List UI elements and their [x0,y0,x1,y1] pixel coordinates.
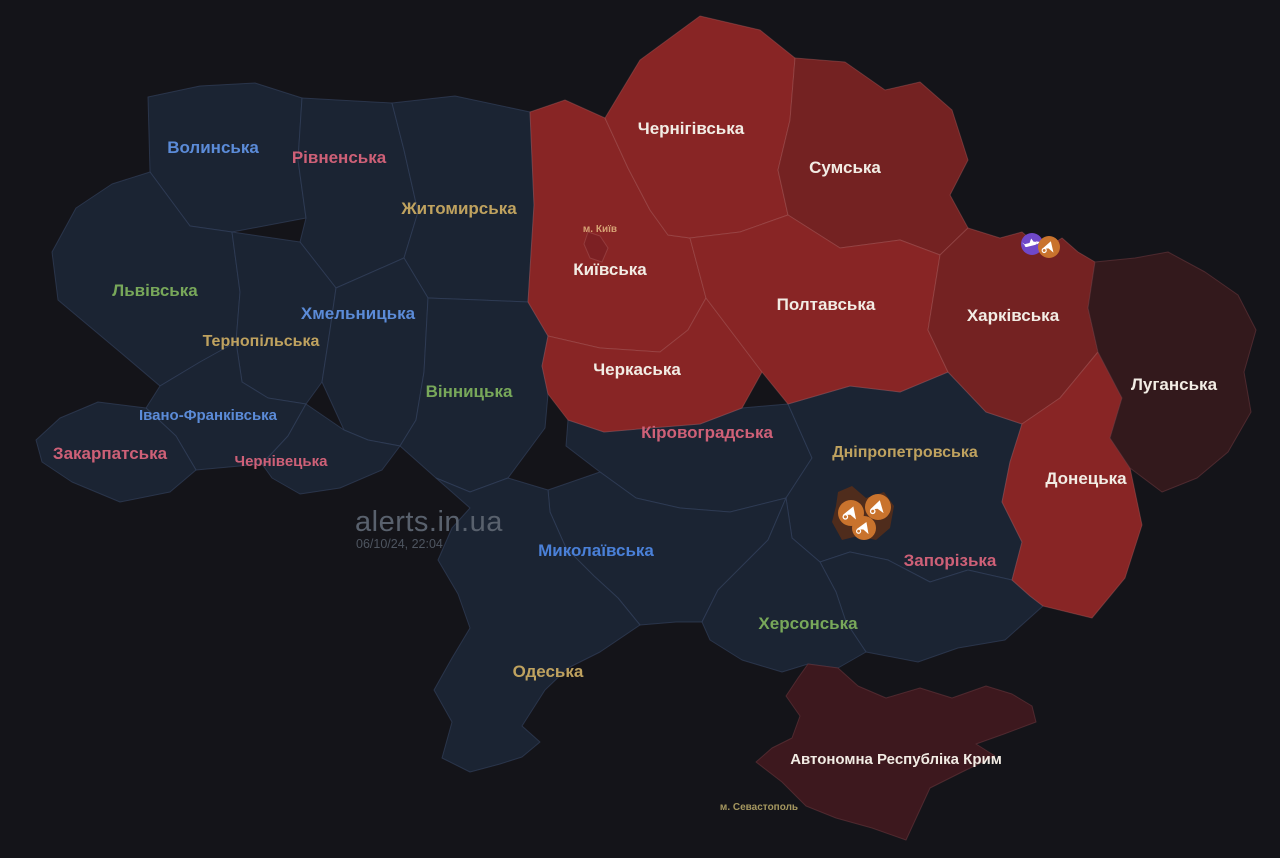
region-label-cherkasy: Черкаська [593,360,681,379]
region-poltava[interactable] [689,214,949,405]
region-kyiv-city[interactable] [583,231,609,263]
region-label-dnipro: Дніпропетровська [832,444,978,461]
region-label-kharkiv: Харківська [967,306,1060,325]
watermark: alerts.in.ua 06/10/24, 22:04 [355,506,503,551]
region-label-luhansk: Луганська [1131,375,1218,394]
drone-icon [856,521,869,535]
region-label-mykolaiv: Миколаївська [538,541,654,560]
region-label-kherson: Херсонська [758,614,858,633]
drone-icon [869,500,884,515]
region-label-khmelnytskyi: Хмельницька [301,304,416,323]
marker-dnipro-drone-2[interactable] [865,494,891,520]
region-zakarpattia[interactable] [35,401,197,503]
city-label-kyiv: м. Київ [583,224,617,235]
region-label-zaporizhzhia: Запорізька [904,551,997,570]
drone-icon [842,506,857,520]
region-label-sumy: Сумська [809,158,881,177]
region-label-poltava: Полтавська [777,295,876,314]
region-labels: Волинська Рівненська Житомирська Чернігі… [53,119,1218,813]
map-regions [35,15,1257,841]
watermark-timestamp: 06/10/24, 22:04 [356,537,443,551]
region-label-vinnytsia: Вінницька [426,382,513,401]
region-label-donetsk: Донецька [1045,469,1127,488]
region-label-ternopil: Тернопільська [203,333,320,350]
region-label-zakarpattia: Закарпатська [53,444,168,463]
region-label-lviv: Львівська [112,281,198,300]
marker-kharkiv-drone[interactable] [1038,236,1060,258]
city-label-sevastopol: м. Севастополь [720,802,798,813]
drone-icon [1041,241,1054,254]
region-label-kirovohrad: Кіровоградська [641,423,773,442]
region-luhansk[interactable] [1087,251,1257,493]
marker-dnipro-drone-3[interactable] [852,516,876,540]
region-label-kyiv-oblast: Київська [573,260,647,279]
region-label-volyn: Волинська [167,138,259,157]
region-label-crimea: Автономна Республіка Крим [790,751,1002,768]
region-cherkasy[interactable] [541,297,763,433]
region-odesa[interactable] [433,477,641,773]
region-label-ivano-frankivsk: Івано-Франківська [139,407,278,424]
region-label-zhytomyr: Житомирська [400,199,517,218]
watermark-site: alerts.in.ua [355,506,503,538]
threat-markers [838,233,1060,540]
region-label-chernivtsi: Чернівецька [235,453,329,470]
region-chernivtsi[interactable] [261,403,401,495]
region-crimea[interactable] [755,663,1037,841]
region-kherson[interactable] [701,497,867,673]
region-label-odesa: Одеська [513,662,584,681]
region-vinnytsia[interactable] [399,297,549,493]
region-label-rivne: Рівненська [292,148,387,167]
region-label-chernihiv: Чернігівська [638,119,745,138]
